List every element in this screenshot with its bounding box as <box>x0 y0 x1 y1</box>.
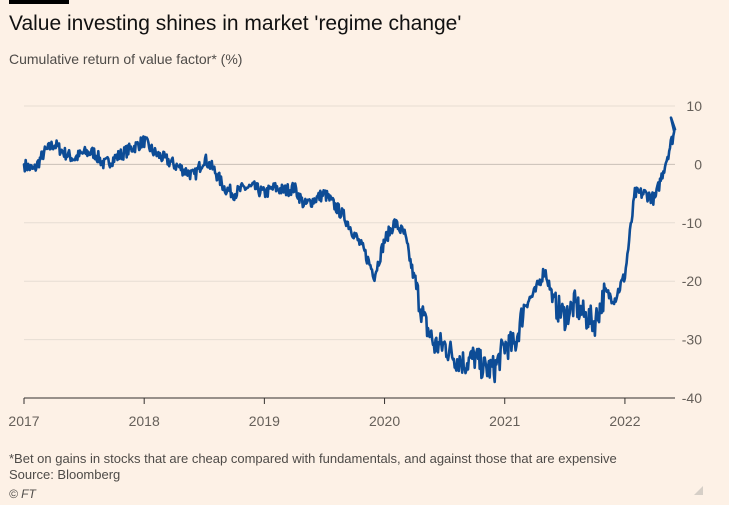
footnote: *Bet on gains in stocks that are cheap c… <box>9 451 617 483</box>
y-tick-label: -20 <box>682 273 702 289</box>
y-tick-label: 0 <box>694 156 702 172</box>
x-tick-label: 2022 <box>609 413 640 429</box>
y-tick-label: -40 <box>682 390 702 406</box>
ft-top-bar <box>9 0 69 4</box>
x-tick-label: 2018 <box>129 413 160 429</box>
series-line <box>22 116 677 384</box>
x-tick-label: 2020 <box>369 413 400 429</box>
footnote-text: *Bet on gains in stocks that are cheap c… <box>9 451 617 466</box>
chart-title: Value investing shines in market 'regime… <box>9 12 462 35</box>
line-chart: 10 0 -10 -20 -30 -40 2017 2018 2019 2020 2021 2022 <box>8 98 702 429</box>
x-tick-label: 2017 <box>8 413 39 429</box>
y-tick-label: -10 <box>682 215 702 231</box>
y-tick-label: 10 <box>686 98 702 114</box>
x-tick-label: 2019 <box>249 413 280 429</box>
copyright-text: © FT <box>9 487 36 501</box>
chart-subtitle: Cumulative return of value factor* (%) <box>9 51 243 67</box>
x-tick-label: 2021 <box>489 413 520 429</box>
source-text: Source: Bloomberg <box>9 467 121 482</box>
y-tick-label: -30 <box>682 332 702 348</box>
resize-handle-icon <box>694 486 703 495</box>
